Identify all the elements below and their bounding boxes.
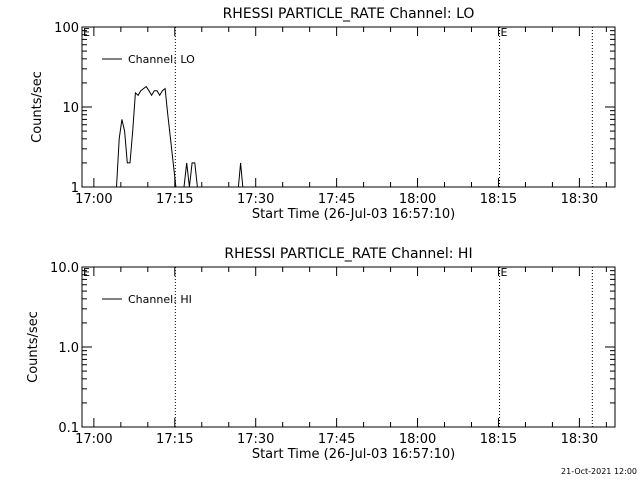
panel2-x-tick-label: 18:00 bbox=[399, 432, 436, 447]
panel1-y-tick-label: 10 bbox=[62, 101, 79, 116]
panel1-x-tick-label: 17:15 bbox=[156, 192, 193, 207]
panel1-series-line-1 bbox=[116, 85, 203, 188]
panel1-corner-label: E bbox=[83, 26, 90, 39]
panel2-y-tick-label: 10.0 bbox=[50, 261, 79, 276]
panel1-plot-frame bbox=[81, 26, 616, 188]
panel2-y-tick-label: 0.1 bbox=[58, 421, 79, 436]
panel1-x-tick-label: 18:15 bbox=[480, 192, 517, 207]
panel2-x-tick-label: 17:30 bbox=[237, 432, 274, 447]
panel1-y-tick-label: 100 bbox=[54, 21, 79, 36]
panel1-x-axis-label: Start Time (26-Jul-03 16:57:10) bbox=[252, 207, 455, 222]
panel2-x-tick-label: 18:30 bbox=[561, 432, 598, 447]
panel1-series-line-2 bbox=[237, 162, 244, 188]
panel1-legend-label: Channel: LO bbox=[128, 53, 195, 66]
panel1-x-tick-label: 17:00 bbox=[75, 192, 112, 207]
panel2-y-tick-label: 1.0 bbox=[58, 341, 79, 356]
panel2-x-axis-label: Start Time (26-Jul-03 16:57:10) bbox=[252, 447, 455, 462]
panel2-y-axis-label: Counts/sec bbox=[26, 311, 41, 383]
panel2-plot-frame bbox=[81, 266, 616, 428]
panel1-x-tick-label: 17:45 bbox=[318, 192, 355, 207]
panel2-x-tick-label: 18:15 bbox=[480, 432, 517, 447]
panel1-chart-title: RHESSI PARTICLE_RATE Channel: LO bbox=[223, 6, 475, 22]
panel2-corner-label: E bbox=[83, 266, 90, 279]
panel1-x-tick-label: 18:00 bbox=[399, 192, 436, 207]
panel2-chart-title: RHESSI PARTICLE_RATE Channel: HI bbox=[224, 246, 472, 262]
panel1-x-tick-label: 17:30 bbox=[237, 192, 274, 207]
panel2-event-marker-label: E bbox=[501, 266, 508, 279]
panel1-x-tick-label: 18:30 bbox=[561, 192, 598, 207]
footer-timestamp: 21-Oct-2021 12:00 bbox=[561, 467, 637, 476]
panel1-y-axis-label: Counts/sec bbox=[30, 71, 45, 143]
panel1-y-tick-label: 1 bbox=[71, 181, 79, 196]
panel2-x-tick-label: 17:15 bbox=[156, 432, 193, 447]
panel1-event-marker-label: E bbox=[501, 26, 508, 39]
panel2-legend-label: Channel: HI bbox=[128, 293, 192, 306]
panel2-x-tick-label: 17:00 bbox=[75, 432, 112, 447]
panel2-x-tick-label: 17:45 bbox=[318, 432, 355, 447]
